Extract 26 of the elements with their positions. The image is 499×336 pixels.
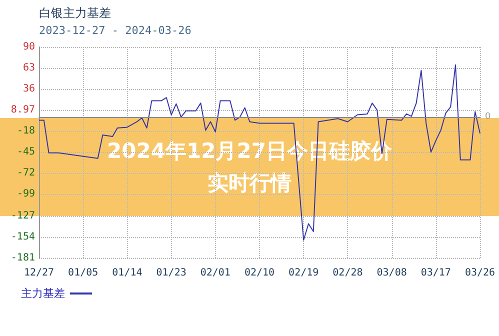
chart-title: 白银主力基差	[39, 6, 111, 20]
y-tick-label: -99	[16, 188, 35, 200]
line-series	[38, 64, 480, 241]
x-tick-label: 01/05	[68, 268, 98, 278]
y-tick-label: -72	[16, 168, 35, 179]
y-tick-label: 63	[22, 62, 35, 74]
x-tick-label: 02/10	[244, 268, 275, 278]
x-tick-label: 02/28	[332, 268, 363, 278]
y-tick-label: -45	[16, 146, 35, 158]
y-tick-label: 36	[22, 84, 35, 95]
y-tick-label: 90	[22, 42, 35, 52]
x-tick-label: 02/01	[200, 268, 230, 278]
y-tick-label: -127	[10, 210, 35, 222]
y-tick-label: 8.97	[10, 104, 35, 116]
x-tick-label: 12/27	[24, 268, 54, 278]
legend-label: 主力基差	[21, 287, 65, 300]
x-tick-label: 01/14	[112, 268, 142, 278]
y-tick-label: -181	[10, 252, 35, 264]
chart-subtitle: 2023-12-27 - 2024-03-26	[39, 24, 192, 37]
x-tick-label: 03/17	[420, 268, 451, 278]
x-tick-label: 01/23	[156, 268, 186, 278]
x-tick-label: 02/19	[288, 268, 319, 278]
y-tick-label: -154	[10, 231, 35, 242]
x-tick-label: 03/08	[376, 268, 407, 278]
y-tick-label: -18	[16, 126, 35, 137]
x-tick-label: 03/26	[464, 268, 496, 278]
